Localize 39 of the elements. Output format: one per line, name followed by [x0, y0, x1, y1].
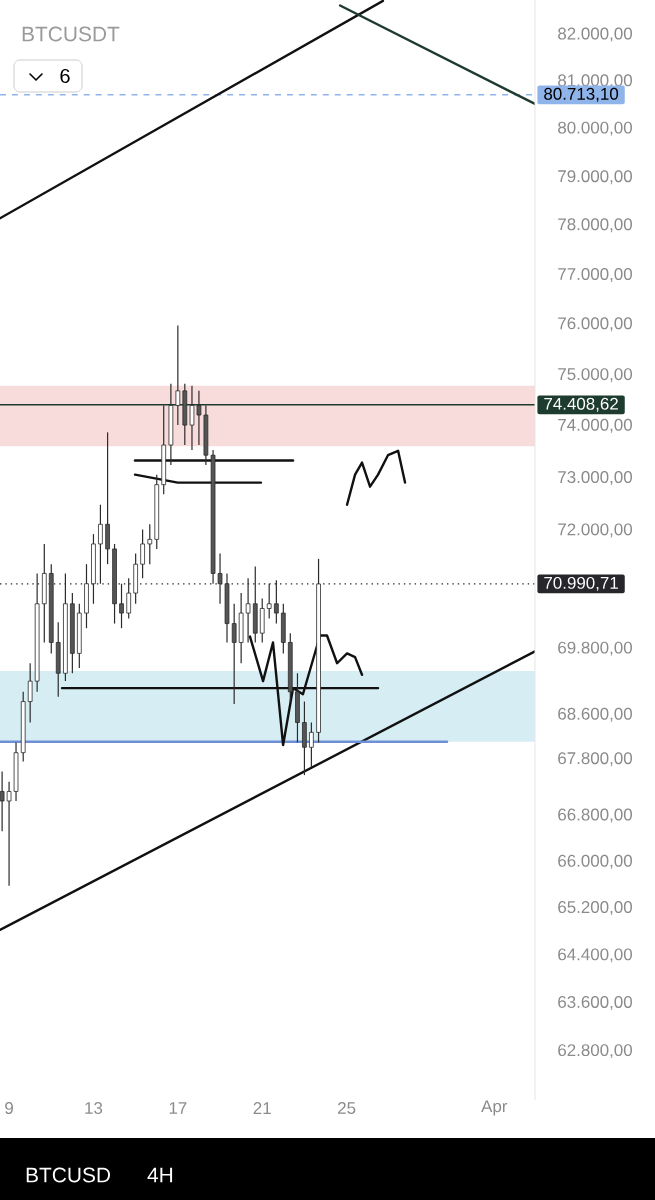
y-tick-label: 63.600,00 [558, 995, 632, 1010]
annotation: 6 [60, 68, 70, 84]
candlestick [175, 325, 181, 426]
candlestick [309, 721, 314, 768]
y-tick-label: 77.000,00 [558, 268, 632, 283]
x-tick-label: 17 [169, 1102, 187, 1114]
ref-line-label: 80.713,10 [544, 87, 619, 102]
x-tick-label: 25 [338, 1102, 356, 1114]
y-tick-label: 64.400,00 [558, 948, 632, 963]
x-tick-label: 13 [85, 1102, 103, 1114]
y-tick-label: 75.000,00 [558, 368, 632, 383]
y-tick-label: 74.000,00 [558, 418, 632, 433]
y-tick-label: 82.000,00 [558, 27, 632, 42]
y-tick-label: 79.000,00 [558, 170, 632, 185]
x-tick-label: 9 [5, 1102, 13, 1114]
y-tick-label: 69.800,00 [558, 641, 632, 656]
candlestick [147, 523, 153, 565]
candlestick [231, 603, 237, 705]
y-tick-label: 66.000,00 [558, 854, 632, 869]
y-tick-label: 76.000,00 [558, 317, 632, 332]
y-tick-label: 68.600,00 [558, 707, 632, 722]
line-series [345, 449, 407, 506]
text: BTCUSD [26, 1167, 111, 1183]
y-tick-label: 78.000,00 [558, 218, 632, 233]
y-tick-label: 66.800,00 [558, 808, 632, 823]
ref-line-label: 70.990,71 [544, 576, 618, 591]
candlestick [27, 662, 33, 724]
x-tick-label: 21 [253, 1102, 271, 1114]
y-tick-label: 62.800,00 [558, 1044, 632, 1059]
y-tick-label: 73.000,00 [558, 471, 632, 486]
ref-line-label: 74.408,62 [544, 397, 618, 412]
text: BTCUSDT [22, 26, 120, 42]
text: 4H [147, 1167, 173, 1183]
y-tick-label: 65.200,00 [558, 901, 632, 916]
y-tick-label: 72.000,00 [558, 523, 632, 538]
y-tick-label: 67.800,00 [558, 752, 632, 767]
y-tick-label: 80.000,00 [558, 121, 632, 136]
x-tick-label: Apr [481, 1100, 508, 1116]
candlestick [140, 528, 145, 579]
